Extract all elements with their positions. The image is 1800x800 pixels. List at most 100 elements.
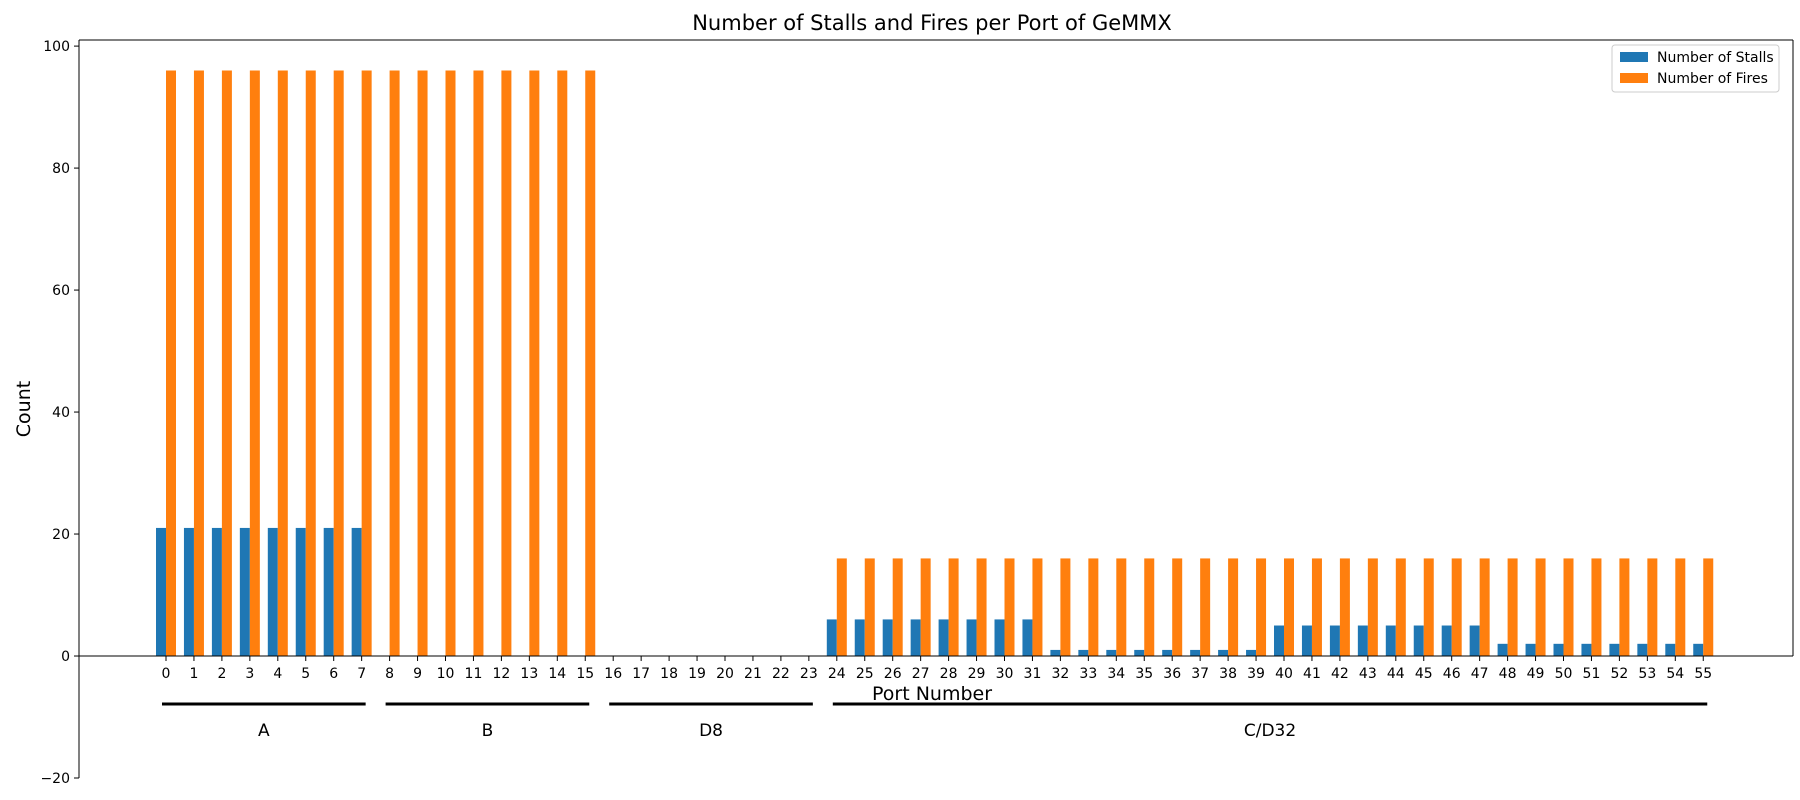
x-tick-label: 25 (856, 666, 874, 682)
y-tick-label: 100 (43, 39, 70, 55)
stalls-bar-port-31 (1022, 619, 1033, 657)
fires-bar-port-32 (1060, 558, 1071, 657)
x-tick-label: 1 (189, 666, 198, 682)
y-tick-label: 0 (61, 649, 70, 665)
fires-bar-port-2 (221, 70, 232, 657)
fires-bar-port-25 (864, 558, 875, 657)
fires-bar-port-7 (361, 70, 372, 657)
x-tick-label: 12 (492, 666, 510, 682)
x-tick-label: 43 (1359, 666, 1377, 682)
x-tick-label: 27 (912, 666, 930, 682)
fires-bar-port-34 (1116, 558, 1127, 657)
legend-frame (1611, 44, 1780, 93)
x-tick-label: 26 (884, 666, 902, 682)
fires-bar-port-54 (1675, 558, 1686, 657)
fires-bar-port-9 (417, 70, 428, 657)
bars-layer (156, 70, 1714, 657)
fires-bar-port-24 (836, 558, 847, 657)
x-tick-label: 54 (1666, 666, 1684, 682)
stalls-bar-port-53 (1637, 643, 1648, 657)
stalls-bar-port-44 (1385, 625, 1396, 657)
fires-bar-port-35 (1144, 558, 1155, 657)
fires-bar-port-49 (1535, 558, 1546, 657)
x-tick-label: 32 (1051, 666, 1069, 682)
fires-bar-port-42 (1339, 558, 1350, 657)
fires-bar-port-5 (305, 70, 316, 657)
x-tick-label: 11 (465, 666, 483, 682)
x-tick-label: 19 (688, 666, 706, 682)
fires-bar-port-3 (249, 70, 260, 657)
stalls-bar-port-41 (1301, 625, 1312, 657)
stalls-bar-port-49 (1525, 643, 1536, 657)
x-tick-label: 10 (437, 666, 455, 682)
fires-bar-port-6 (333, 70, 344, 657)
port-groups-layer: A B D8 C/D32 (162, 702, 1708, 741)
x-tick-label: 9 (413, 666, 422, 682)
x-tick-label: 18 (660, 666, 678, 682)
x-tick-label: 51 (1583, 666, 1601, 682)
stalls-bar-port-55 (1693, 643, 1704, 657)
y-tick-label: 60 (52, 283, 70, 299)
x-tick-label: 17 (632, 666, 650, 682)
fires-bar-port-37 (1200, 558, 1211, 657)
stalls-bar-port-5 (295, 527, 306, 657)
x-tick-label: 29 (968, 666, 986, 682)
stalls-bar-port-45 (1413, 625, 1424, 657)
stalls-bar-port-29 (966, 619, 977, 657)
fires-bar-port-50 (1563, 558, 1574, 657)
legend-swatch (1620, 52, 1648, 62)
fires-bar-port-43 (1367, 558, 1378, 657)
x-tick-label: 49 (1527, 666, 1545, 682)
x-tick-label: 55 (1694, 666, 1712, 682)
x-tick-label: 42 (1331, 666, 1349, 682)
stalls-bar-port-27 (910, 619, 921, 657)
fires-bar-port-41 (1311, 558, 1322, 657)
stalls-bar-port-0 (156, 527, 166, 657)
x-tick-label: 13 (520, 666, 538, 682)
x-tick-label: 3 (245, 666, 254, 682)
x-tick-label: 8 (385, 666, 394, 682)
stalls-bar-port-48 (1497, 643, 1508, 657)
fires-bar-port-15 (585, 70, 596, 657)
x-tick-label: 6 (329, 666, 338, 682)
fires-bar-port-28 (948, 558, 959, 657)
fires-bar-port-46 (1451, 558, 1462, 657)
x-tick-label: 40 (1275, 666, 1293, 682)
stalls-bar-port-7 (351, 527, 362, 657)
fires-bar-port-10 (445, 70, 456, 657)
y-tick-label: −20 (40, 771, 70, 787)
x-tick-label: 22 (772, 666, 790, 682)
stalls-bar-port-40 (1274, 625, 1284, 657)
x-tick-label: 34 (1107, 666, 1125, 682)
fires-bar-port-44 (1395, 558, 1406, 657)
fires-bar-port-55 (1703, 558, 1714, 657)
fires-bar-port-40 (1284, 558, 1294, 657)
fires-bar-port-33 (1088, 558, 1099, 657)
stalls-bar-port-52 (1609, 643, 1620, 657)
stalls-bar-port-4 (267, 527, 278, 657)
group-label: A (258, 721, 270, 741)
x-tick-label: 50 (1555, 666, 1573, 682)
x-tick-label: 4 (273, 666, 282, 682)
fires-bar-port-1 (193, 70, 204, 657)
stalls-bar-port-26 (882, 619, 893, 657)
x-tick-label: 48 (1499, 666, 1517, 682)
stalls-bar-port-30 (994, 619, 1005, 657)
fires-bar-port-38 (1228, 558, 1239, 657)
y-axis-title: Count (13, 381, 35, 437)
x-tick-label: 7 (357, 666, 366, 682)
stalls-bar-port-1 (183, 527, 194, 657)
x-tick-label: 28 (940, 666, 958, 682)
x-tick-label: 2 (217, 666, 226, 682)
x-tick-label: 15 (576, 666, 594, 682)
fires-bar-port-45 (1423, 558, 1434, 657)
stalls-bar-port-36 (1162, 649, 1173, 657)
x-tick-label: 46 (1443, 666, 1461, 682)
fires-bar-port-51 (1591, 558, 1602, 657)
stalls-bar-port-2 (211, 527, 222, 657)
stalls-bar-port-24 (826, 619, 837, 657)
x-tick-label: 30 (996, 666, 1014, 682)
x-tick-label: 39 (1247, 666, 1265, 682)
